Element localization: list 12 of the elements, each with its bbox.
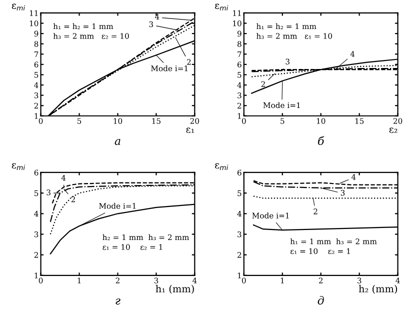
text: б <box>318 136 324 146</box>
y-axis-title: ε$_{mi}$ <box>215 4 228 10</box>
text: г <box>116 298 120 305</box>
x-axis-title: ε₁ <box>186 128 194 133</box>
text: а <box>114 138 120 146</box>
x-axis-title: ε₂ <box>389 128 398 133</box>
y-axis-title: ε$_{mi}$ <box>12 4 26 10</box>
x-axis-title: h₂ (mm) <box>358 284 398 294</box>
y-axis-title: ε$_{mi}$ <box>215 163 228 170</box>
x-axis-title: h₁ (mm) <box>156 284 194 294</box>
text: д <box>318 296 324 305</box>
y-axis-title: ε$_{mi}$ <box>12 163 26 170</box>
